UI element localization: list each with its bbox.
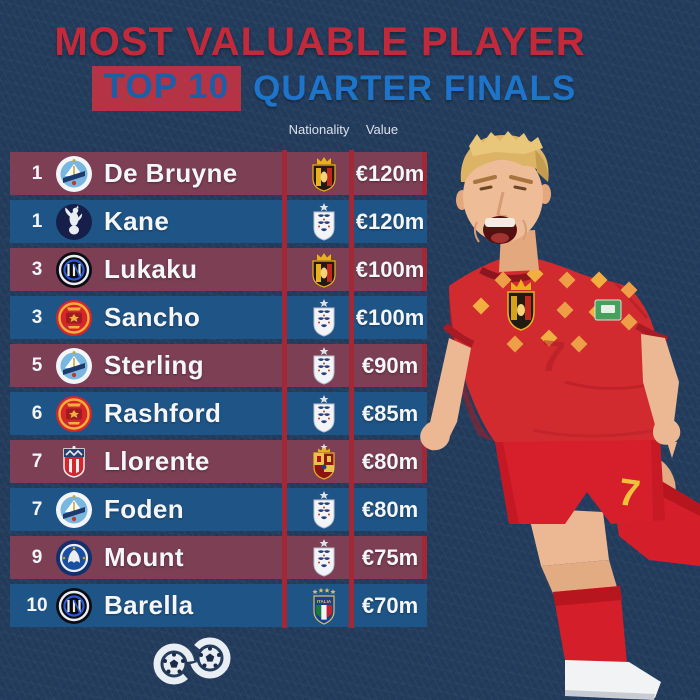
infinity-footballs-logo-icon — [153, 637, 231, 685]
man-utd-badge-icon — [54, 298, 94, 338]
subtitle: TOP 10 QUARTER FINALS — [0, 66, 668, 111]
belgium-jersey-crest-icon — [507, 279, 535, 331]
table-row: 3 Lukaku €100m — [10, 248, 427, 291]
england-crest-icon — [298, 200, 350, 243]
value-label: €80m — [361, 448, 419, 474]
player-name: Kane — [104, 206, 170, 236]
armband-patch-icon — [594, 299, 622, 321]
ranking-table: 1 De Bruyne €120m 1 Kane €120m 3 Lukaku … — [10, 152, 427, 632]
player-name: Foden — [104, 494, 184, 524]
value-label: €80m — [361, 496, 419, 522]
value-label: €120m — [355, 208, 425, 234]
value-label: €85m — [361, 400, 419, 426]
table-row: 10 Barella ITALIA €70m — [10, 584, 427, 627]
player-name: Rashford — [104, 398, 222, 428]
rank-label: 9 — [31, 546, 43, 568]
table-row: 1 De Bruyne €120m — [10, 152, 427, 195]
svg-text:7: 7 — [538, 331, 567, 382]
atletico-badge-icon — [54, 442, 94, 482]
football-left — [163, 652, 185, 675]
value-label: €90m — [361, 352, 419, 378]
man-city-badge-icon — [54, 490, 94, 530]
italy-crest-icon: ITALIA — [298, 584, 350, 627]
value-label: €75m — [361, 544, 419, 570]
column-header-nationality: Nationality — [288, 122, 350, 137]
england-crest-icon — [298, 344, 350, 387]
rank-label: 10 — [26, 594, 48, 616]
player-name: Sancho — [104, 302, 201, 332]
table-row: 1 Kane €120m — [10, 200, 427, 243]
inter-badge-icon — [54, 250, 94, 290]
inter-badge-icon — [54, 586, 94, 626]
rank-label: 5 — [31, 354, 43, 376]
column-divider-line — [349, 150, 354, 628]
column-header-value: Value — [365, 122, 399, 137]
chelsea-badge-icon — [54, 538, 94, 578]
subtitle-rest: QUARTER FINALS — [253, 68, 577, 108]
belgium-crest-icon — [298, 248, 350, 291]
belgium-crest-icon — [298, 152, 350, 195]
column-divider-line — [282, 150, 287, 628]
subtitle-highlight: TOP 10 — [91, 66, 242, 111]
table-row: 6 Rashford €85m — [10, 392, 427, 435]
player-name: Llorente — [104, 446, 210, 476]
england-crest-icon — [298, 392, 350, 435]
table-row: 5 Sterling €90m — [10, 344, 427, 387]
svg-text:ITALIA: ITALIA — [317, 599, 332, 604]
rank-label: 1 — [31, 210, 43, 232]
england-crest-icon — [298, 488, 350, 531]
value-label: €120m — [355, 160, 425, 186]
player-name: Barella — [104, 590, 194, 620]
player-name: Sterling — [104, 350, 204, 380]
spain-crest-icon — [298, 440, 350, 483]
value-label: €100m — [355, 256, 425, 282]
rank-label: 3 — [31, 306, 43, 328]
value-label: €100m — [355, 304, 425, 330]
rank-label: 6 — [31, 402, 43, 424]
player-name: De Bruyne — [104, 158, 238, 188]
rank-label: 7 — [31, 498, 43, 520]
england-crest-icon — [298, 296, 350, 339]
player-photo-de-bruyne: 7 7 — [420, 131, 700, 700]
man-city-badge-icon — [54, 346, 94, 386]
table-row: 7 Llorente €80m — [10, 440, 427, 483]
player-name: Lukaku — [104, 254, 198, 284]
page-title: MOST VALUABLE PLAYER — [54, 20, 586, 64]
rank-label: 3 — [31, 258, 43, 280]
rank-label: 1 — [31, 162, 43, 184]
man-city-badge-icon — [54, 154, 94, 194]
table-row: 9 Mount €75m — [10, 536, 427, 579]
tottenham-badge-icon — [54, 202, 94, 242]
player-name: Mount — [104, 542, 184, 572]
man-utd-badge-icon — [54, 394, 94, 434]
table-row: 7 Foden €80m — [10, 488, 427, 531]
table-row: 3 Sancho €100m — [10, 296, 427, 339]
football-right — [199, 646, 221, 669]
england-crest-icon — [298, 536, 350, 579]
rank-label: 7 — [31, 450, 43, 472]
value-label: €70m — [361, 592, 419, 618]
